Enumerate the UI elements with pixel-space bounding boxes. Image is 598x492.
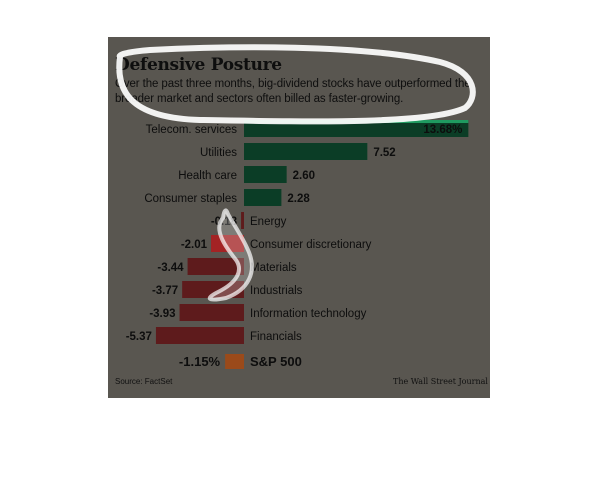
value-label: 2.60: [293, 170, 315, 182]
category-label: Industrials: [250, 285, 303, 297]
bar-4: [241, 212, 244, 229]
value-label: 2.28: [287, 193, 310, 205]
category-label: Information technology: [250, 308, 367, 320]
value-label: -5.37: [126, 331, 152, 343]
value-label: -2.01: [181, 239, 208, 251]
bar-9: [155, 327, 244, 344]
bar-2: [244, 166, 287, 183]
category-label: Financials: [250, 331, 302, 343]
category-label: Telecom. services: [146, 124, 238, 136]
bar-highlight-0: [244, 120, 469, 123]
category-label: Utilities: [200, 147, 237, 159]
benchmark-label: S&P 500: [250, 354, 302, 369]
value-label: -3.93: [149, 308, 175, 320]
source-note: Source: FactSet: [115, 377, 173, 386]
value-label: 7.52: [373, 147, 395, 159]
bar-6: [187, 258, 244, 275]
benchmark-value-label: -1.15%: [179, 354, 221, 369]
category-label: Energy: [250, 216, 287, 228]
bar-1: [244, 143, 368, 160]
value-label: -0.18: [211, 216, 238, 228]
category-label: Materials: [250, 262, 297, 274]
value-label: -3.44: [157, 262, 184, 274]
publication-credit: The Wall Street Journal: [393, 377, 488, 386]
value-label: -3.77: [152, 285, 178, 297]
category-label: Consumer staples: [144, 193, 237, 205]
category-label: Consumer discretionary: [250, 239, 372, 251]
benchmark-bar: [225, 354, 244, 369]
category-label: Health care: [178, 170, 237, 182]
bar-5: [211, 235, 244, 252]
bar-8: [179, 304, 244, 321]
value-label: 13.68%: [423, 124, 462, 136]
bar-7: [182, 281, 244, 298]
bar-3: [244, 189, 282, 206]
